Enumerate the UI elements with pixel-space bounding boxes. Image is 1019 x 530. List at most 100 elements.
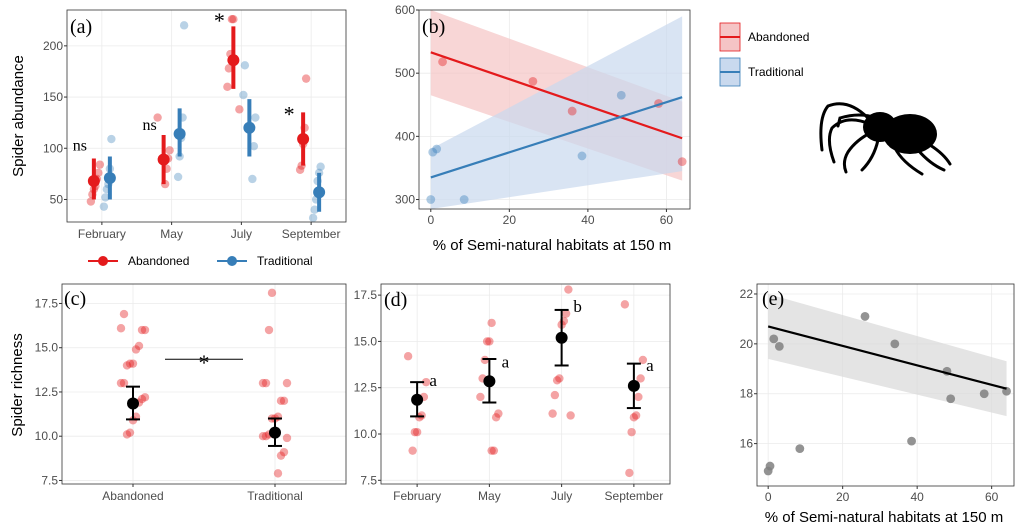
- data-point: [677, 157, 687, 167]
- x-tick-label: February: [393, 489, 441, 503]
- y-tick-label: 150: [43, 90, 63, 104]
- data-point: [567, 106, 577, 116]
- data-point: [476, 392, 485, 402]
- spider-silhouette-icon: [819, 102, 952, 176]
- data-point: [491, 413, 501, 422]
- legend-bottom-traditional-label: Traditional: [257, 254, 313, 268]
- legend-top-right: Abandoned Traditional: [719, 22, 809, 87]
- y-tick-label: 16: [740, 437, 754, 451]
- significance-label: ns: [143, 117, 157, 134]
- x-tick-label: September: [605, 489, 664, 503]
- regression-line: [767, 325, 1007, 390]
- panel-b-border: [418, 9, 691, 210]
- legend-bottom-traditional-dot: [227, 256, 237, 266]
- panel-d-border: [380, 283, 671, 485]
- data-point: [552, 376, 562, 385]
- panel-c-ylabel: Spider richness: [9, 333, 26, 436]
- x-tick-label: 40: [581, 213, 595, 227]
- y-tick-label: 7.5: [360, 473, 377, 487]
- data-point: [264, 325, 274, 335]
- data-point: [119, 309, 129, 319]
- x-tick-label: Traditional: [247, 489, 303, 503]
- x-tick-label: 60: [660, 213, 674, 227]
- significance-label: *: [284, 101, 295, 126]
- y-tick-label: 400: [395, 129, 415, 143]
- data-point: [310, 205, 319, 214]
- panel-e-border: [756, 283, 1015, 487]
- data-point: [153, 113, 162, 122]
- x-tick-label: 20: [503, 213, 517, 227]
- significance-label: *: [199, 350, 210, 375]
- y-tick-label: 100: [43, 141, 63, 155]
- data-point: [140, 393, 150, 402]
- mean-point: [227, 54, 240, 67]
- mean-point: [87, 175, 100, 188]
- panel-b-marks: [426, 10, 687, 210]
- data-point: [267, 288, 277, 298]
- y-tick-label: 17.5: [354, 288, 378, 302]
- data-point: [428, 147, 438, 157]
- data-point: [489, 446, 499, 455]
- data-point: [227, 15, 237, 24]
- x-tick-label: February: [78, 227, 126, 241]
- data-point: [137, 394, 147, 404]
- y-tick-label: 18: [740, 387, 754, 401]
- y-tick-label: 500: [395, 66, 415, 80]
- panel-c-ticks: 7.5 10.0 12.5 15.0 17.5 Abandoned Traditional: [35, 296, 303, 503]
- data-point: [279, 396, 289, 406]
- data-point: [627, 427, 636, 437]
- panel-e-marks: [763, 293, 1011, 476]
- mean-point: [483, 375, 496, 388]
- data-point: [179, 21, 189, 30]
- confidence-band: [768, 293, 1007, 417]
- x-tick-label: Abandoned: [102, 489, 163, 503]
- panel-b: 300 400 500 600 0 20 40 60 (b) % of Semi-natura…: [395, 3, 691, 254]
- data-point: [308, 213, 318, 223]
- panel-a-letter: (a): [70, 16, 92, 38]
- mean-point: [297, 133, 310, 146]
- panel-a-border: [66, 9, 347, 223]
- y-tick-label: 12.5: [35, 385, 59, 399]
- data-point: [119, 378, 129, 388]
- data-point: [95, 160, 105, 169]
- data-point: [99, 202, 109, 211]
- legend-traditional-label: Traditional: [748, 65, 804, 79]
- panel-a-ylabel: Spider abundance: [10, 55, 27, 177]
- data-point: [620, 300, 630, 309]
- data-point: [634, 392, 643, 402]
- data-point: [577, 151, 587, 161]
- data-point: [629, 413, 639, 422]
- data-point: [276, 451, 286, 460]
- data-point: [134, 341, 144, 351]
- data-point: [459, 195, 469, 204]
- legend-bottom: Abandoned Traditional: [88, 254, 313, 268]
- data-point: [548, 409, 557, 418]
- data-point: [907, 436, 916, 446]
- x-tick-label: 40: [910, 490, 924, 504]
- mean-point: [627, 379, 640, 392]
- y-tick-label: 200: [43, 39, 63, 53]
- data-point: [295, 165, 305, 174]
- panel-b-ticks: 300 400 500 600 0 20 40 60: [395, 3, 673, 227]
- data-point: [140, 325, 150, 335]
- data-point: [638, 355, 648, 365]
- x-tick-label: July: [551, 489, 572, 503]
- x-tick-label: 0: [427, 213, 434, 227]
- panel-c-letter: (c): [64, 288, 86, 310]
- data-point: [566, 411, 575, 420]
- data-point: [631, 411, 641, 420]
- legend-abandoned-label: Abandoned: [748, 30, 809, 44]
- group-letter: a: [429, 371, 437, 390]
- panel-e: 16 18 20 22 0 20 40 60 (e) % of Semi-natural ha…: [740, 283, 1015, 526]
- panel-a-ticks: 50 100 150 200 February May July September: [43, 39, 341, 241]
- data-point: [223, 82, 232, 92]
- panel-d-marks: a a b a: [403, 285, 654, 478]
- data-point: [279, 447, 289, 457]
- panel-b-xlabel: % of Semi-natural habitats at 150 m: [433, 237, 671, 254]
- y-tick-label: 15.0: [354, 334, 378, 348]
- data-point: [561, 309, 571, 318]
- data-point: [421, 377, 431, 387]
- data-point: [137, 325, 147, 335]
- mean-point: [173, 127, 186, 140]
- y-tick-label: 600: [395, 3, 415, 17]
